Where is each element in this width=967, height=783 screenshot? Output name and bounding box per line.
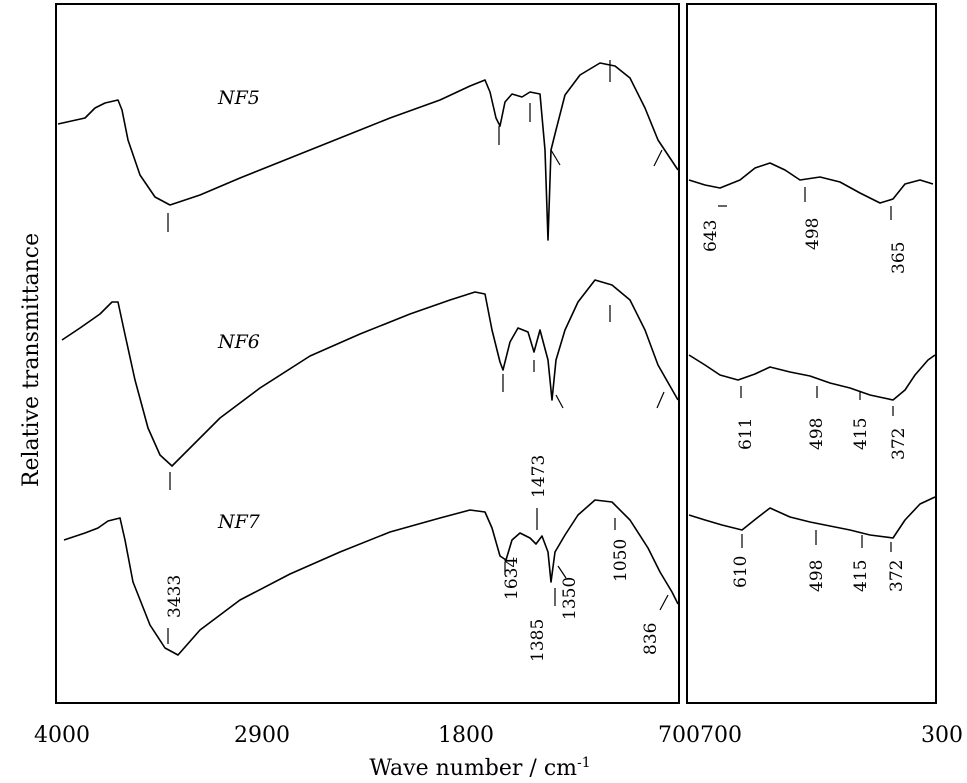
- peak-marker: [555, 394, 564, 409]
- peak-label-1473: 1473: [529, 455, 549, 498]
- peak-label-3433: 3433: [165, 575, 185, 618]
- peak-label-498-nf7: 498: [807, 560, 827, 592]
- right-panel-frame: [686, 3, 937, 704]
- peak-label-611: 611: [736, 418, 756, 450]
- peak-label-372-nf7: 372: [887, 560, 907, 592]
- peak-label-372-nf6: 372: [889, 428, 909, 460]
- y-axis-title: Relative transmittance: [19, 233, 44, 487]
- x-tick-4000: 4000: [34, 723, 90, 748]
- x-tick-300: 300: [921, 723, 963, 748]
- nf6-label: NF6: [217, 331, 260, 353]
- peak-markers: [167, 60, 894, 644]
- nf7-label: NF7: [217, 511, 261, 533]
- peak-label-1634: 1634: [502, 557, 522, 600]
- x-tick-1800: 1800: [438, 723, 494, 748]
- nf5-left-trace: [57, 62, 679, 241]
- peak-label-498-nf5: 498: [803, 218, 823, 250]
- peak-marker: [550, 149, 561, 166]
- nf6-right-trace: [688, 354, 936, 401]
- nf5-right-trace: [688, 162, 934, 204]
- peak-marker: [656, 391, 665, 409]
- x-tick-2900: 2900: [234, 723, 290, 748]
- peak-marker: [659, 594, 669, 611]
- x-tick-700-left: 700: [658, 723, 700, 748]
- peak-label-415-nf6: 415: [851, 418, 871, 450]
- x-axis-title-text: Wave number / cm: [369, 756, 577, 781]
- peak-label-498-nf6: 498: [807, 418, 827, 450]
- x-axis-title: Wave number / cm-1: [369, 755, 590, 781]
- x-tick-700-right: 700: [700, 723, 742, 748]
- nf6-left-trace: [61, 279, 679, 467]
- nf7-right-trace: [688, 496, 936, 539]
- peak-label-643: 643: [701, 220, 721, 252]
- x-axis-title-superscript: -1: [577, 755, 591, 771]
- nf7-left-trace: [63, 499, 679, 656]
- peak-label-415-nf7: 415: [851, 560, 871, 592]
- peak-label-1385: 1385: [528, 619, 548, 662]
- peak-label-365: 365: [889, 242, 909, 274]
- peak-marker: [557, 565, 567, 579]
- peak-labels: 3433 1634 1473 1385 1350 1050 836 643 49…: [165, 218, 909, 662]
- nf5-label: NF5: [217, 87, 260, 109]
- peak-label-836: 836: [641, 623, 661, 655]
- peak-marker: [653, 149, 663, 167]
- peak-label-1350: 1350: [560, 577, 580, 620]
- peak-label-1050: 1050: [611, 539, 631, 582]
- peak-label-610: 610: [731, 556, 751, 588]
- left-panel-frame: [55, 3, 680, 704]
